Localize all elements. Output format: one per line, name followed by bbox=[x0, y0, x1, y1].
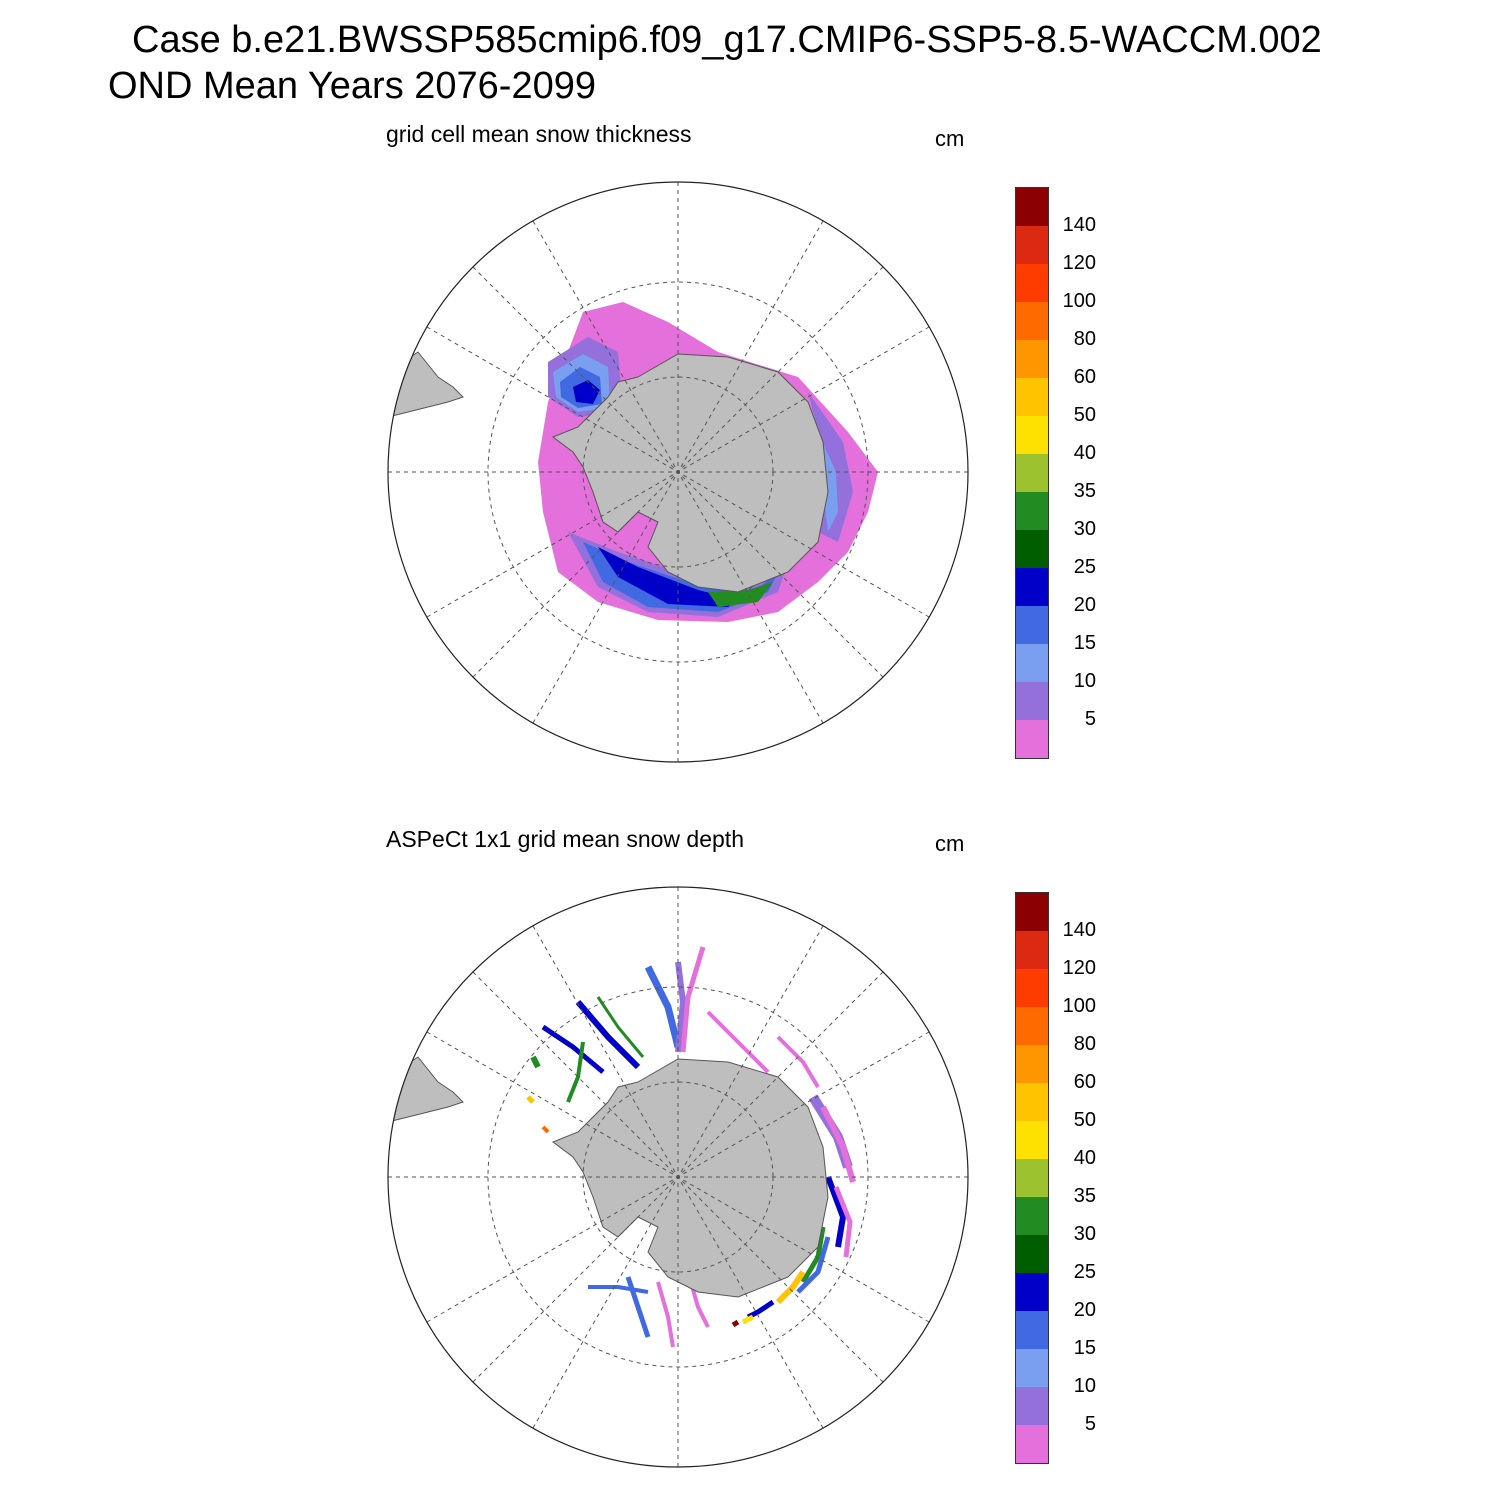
colorbar-tick-label: 140 bbox=[1062, 919, 1096, 941]
colorbar-swatch bbox=[1016, 644, 1048, 682]
panel1-graticule bbox=[388, 182, 968, 762]
colorbar-tick-label: 100 bbox=[1062, 995, 1096, 1017]
colorbar-swatch bbox=[1016, 416, 1048, 454]
colorbar-swatch bbox=[1016, 568, 1048, 606]
colorbar-swatch bbox=[1016, 1235, 1048, 1273]
colorbar-swatch bbox=[1016, 302, 1048, 340]
panel2-south-america bbox=[388, 1056, 464, 1123]
panel1-map-boundary bbox=[387, 181, 969, 763]
colorbar-tick-label: 20 bbox=[1073, 1299, 1096, 1321]
colorbar-swatch bbox=[1016, 530, 1048, 568]
panel2-subtitle: ASPeCt 1x1 grid mean snow depth bbox=[386, 826, 744, 852]
colorbar-swatch bbox=[1016, 606, 1048, 644]
colorbar-swatch bbox=[1016, 492, 1048, 530]
colorbar-tick-label: 100 bbox=[1062, 290, 1096, 312]
colorbar-swatch bbox=[1016, 1311, 1048, 1349]
colorbar-tick-label: 60 bbox=[1073, 1071, 1096, 1093]
colorbar-tick-label: 80 bbox=[1073, 328, 1096, 350]
colorbar-tick-label: 120 bbox=[1062, 957, 1096, 979]
panel2-antarctica bbox=[551, 1058, 829, 1298]
colorbar-tick-label: 50 bbox=[1073, 404, 1096, 426]
colorbar-swatch bbox=[1016, 264, 1048, 302]
colorbar-swatch bbox=[1016, 720, 1048, 758]
colorbar-tick-label: 140 bbox=[1062, 214, 1096, 236]
panel2-map-boundary bbox=[387, 886, 969, 1468]
colorbar-swatch bbox=[1016, 1387, 1048, 1425]
colorbar-tick-label: 30 bbox=[1073, 1223, 1096, 1245]
panel1-subtitle: grid cell mean snow thickness bbox=[386, 121, 692, 147]
colorbar-swatch bbox=[1016, 1045, 1048, 1083]
colorbar-swatch bbox=[1016, 226, 1048, 264]
panel2-units: cm bbox=[935, 831, 965, 856]
colorbar-tick-label: 30 bbox=[1073, 518, 1096, 540]
colorbar-swatch bbox=[1016, 682, 1048, 720]
panel1-south-america bbox=[388, 351, 464, 418]
colorbar-tick-label: 5 bbox=[1084, 708, 1096, 730]
panel2-map bbox=[387, 886, 969, 1468]
colorbar-tick-label: 15 bbox=[1073, 632, 1096, 654]
panel1-antarctica bbox=[551, 353, 829, 593]
colorbar-tick-label: 40 bbox=[1073, 1147, 1096, 1169]
colorbar-swatch bbox=[1016, 188, 1048, 226]
colorbar-tick-label: 15 bbox=[1073, 1337, 1096, 1359]
colorbar-swatch bbox=[1016, 340, 1048, 378]
colorbar-tick-label: 80 bbox=[1073, 1033, 1096, 1055]
figure-title-line2: OND Mean Years 2076-2099 bbox=[108, 65, 596, 107]
colorbar-tick-label: 5 bbox=[1084, 1413, 1096, 1435]
colorbar-swatch bbox=[1016, 1273, 1048, 1311]
colorbar-tick-label: 10 bbox=[1073, 670, 1096, 692]
colorbar-swatch bbox=[1016, 931, 1048, 969]
colorbar-tick-label: 60 bbox=[1073, 366, 1096, 388]
colorbar-swatch bbox=[1016, 454, 1048, 492]
colorbar-swatch bbox=[1016, 1121, 1048, 1159]
panel1-map bbox=[387, 181, 969, 763]
colorbar-swatch bbox=[1016, 378, 1048, 416]
panel1-units: cm bbox=[935, 126, 965, 151]
colorbar-swatch bbox=[1016, 1197, 1048, 1235]
panel2-graticule bbox=[388, 887, 968, 1467]
colorbar-tick-label: 10 bbox=[1073, 1375, 1096, 1397]
colorbar-swatch bbox=[1016, 1425, 1048, 1463]
colorbar-tick-label: 40 bbox=[1073, 442, 1096, 464]
panel2-colorbar bbox=[1015, 892, 1049, 1464]
panel1-colorbar bbox=[1015, 187, 1049, 759]
colorbar-swatch bbox=[1016, 1349, 1048, 1387]
colorbar-tick-label: 25 bbox=[1073, 1261, 1096, 1283]
colorbar-swatch bbox=[1016, 1007, 1048, 1045]
panel2-snow-tracks bbox=[526, 946, 856, 1348]
colorbar-tick-label: 35 bbox=[1073, 1185, 1096, 1207]
colorbar-swatch bbox=[1016, 1083, 1048, 1121]
colorbar-tick-label: 120 bbox=[1062, 252, 1096, 274]
figure-title-line1: Case b.e21.BWSSP585cmip6.f09_g17.CMIP6-S… bbox=[132, 19, 1322, 61]
colorbar-tick-label: 50 bbox=[1073, 1109, 1096, 1131]
colorbar-swatch bbox=[1016, 1159, 1048, 1197]
colorbar-tick-label: 25 bbox=[1073, 556, 1096, 578]
colorbar-swatch bbox=[1016, 893, 1048, 931]
colorbar-tick-label: 20 bbox=[1073, 594, 1096, 616]
colorbar-swatch bbox=[1016, 969, 1048, 1007]
colorbar-tick-label: 35 bbox=[1073, 480, 1096, 502]
